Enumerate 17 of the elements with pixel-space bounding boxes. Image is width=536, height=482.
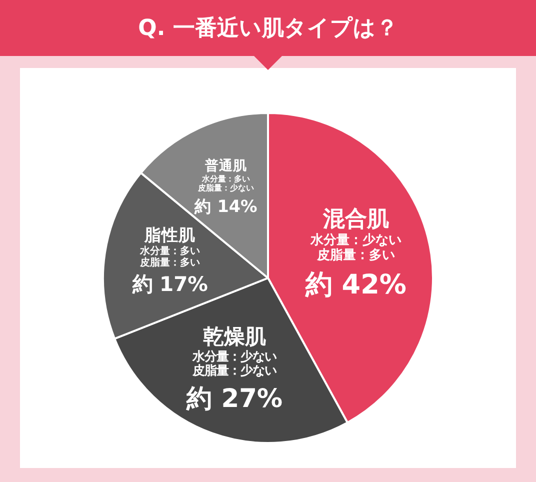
text: 皮脂量：多い	[316, 248, 395, 264]
text: 皮脂量：少ない	[196, 184, 254, 193]
data-label: 約 27%	[185, 384, 283, 414]
data-label: 約 42%	[304, 269, 406, 300]
text: 水分量：少ない	[191, 349, 276, 364]
text: 皮脂量：多い	[139, 256, 200, 268]
chart-title: Q. 一番近い肌タイプは？	[0, 0, 536, 56]
slice-label: 乾燥肌	[202, 324, 266, 348]
data-label: 約 17%	[131, 272, 208, 296]
slice-label: 脂性肌	[144, 226, 196, 245]
text: 水分量：多い	[139, 245, 200, 258]
slice-label: 混合肌	[322, 207, 389, 232]
slice-label: 普通肌	[204, 157, 247, 174]
text: 水分量：少ない	[309, 233, 402, 248]
text: 水分量：多い	[200, 174, 250, 184]
data-label: 約 14%	[193, 196, 258, 216]
text: 皮脂量：少ない	[191, 364, 276, 378]
